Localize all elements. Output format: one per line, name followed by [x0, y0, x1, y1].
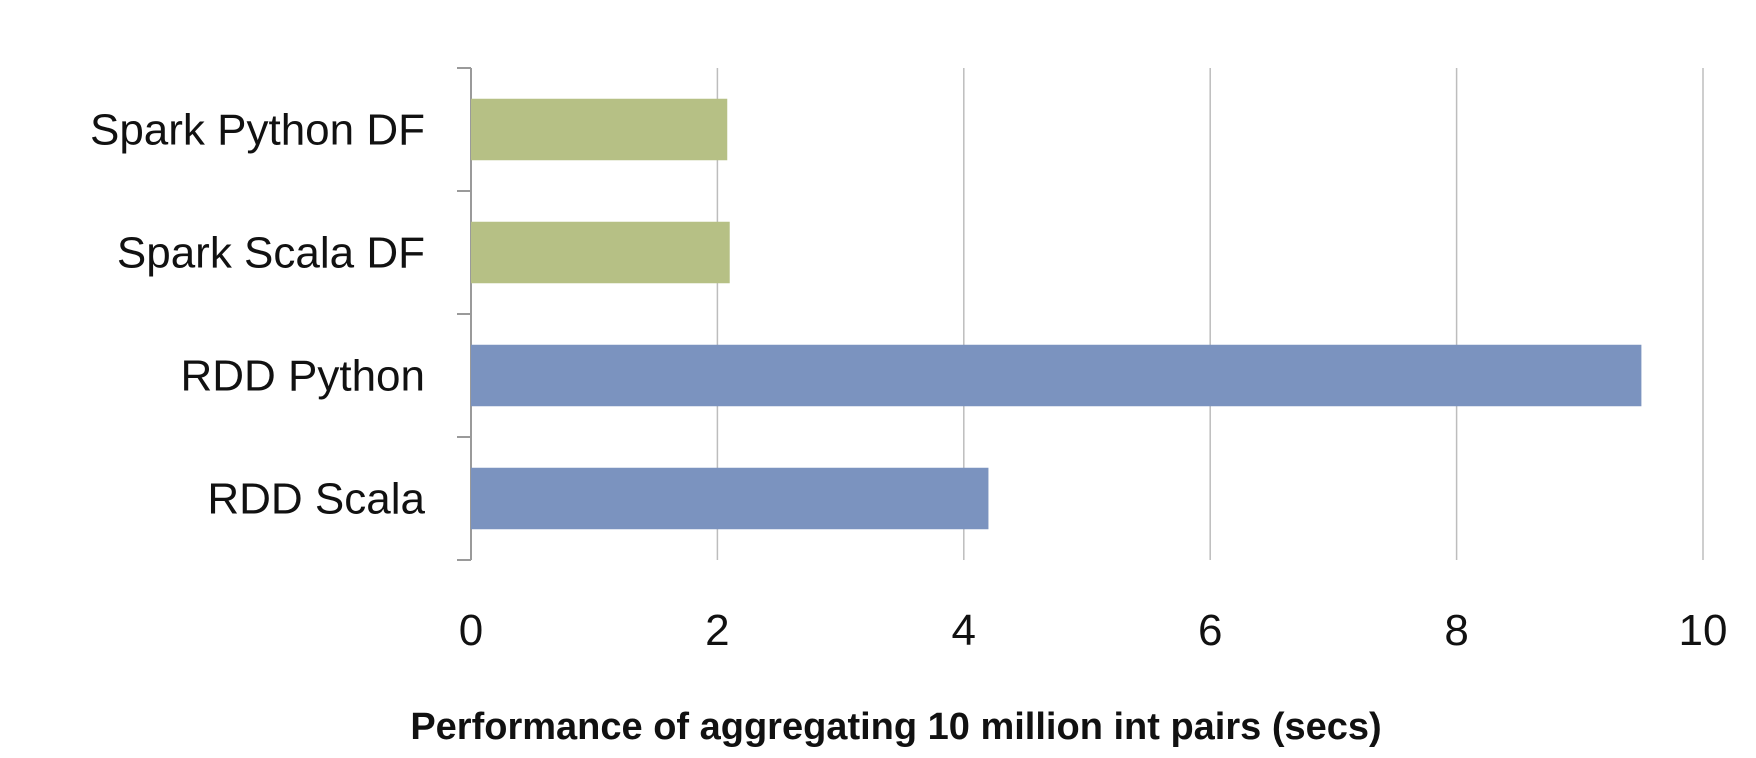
category-label: Spark Python DF: [90, 106, 425, 155]
category-label: RDD Scala: [207, 475, 425, 524]
x-tick-label: 10: [1679, 606, 1728, 655]
bar-spark-python-df: [471, 98, 728, 161]
category-label: Spark Scala DF: [117, 229, 425, 278]
bars: [471, 98, 1642, 530]
category-axis: [457, 67, 472, 561]
x-tick-label: 6: [1198, 606, 1222, 655]
category-label: RDD Python: [180, 352, 425, 401]
bar-rdd-scala: [471, 467, 989, 530]
x-tick-labels: 0 2 4 6 8 10: [459, 606, 1728, 655]
x-tick-label: 2: [705, 606, 729, 655]
x-tick-label: 4: [952, 606, 976, 655]
x-tick-label: 8: [1444, 606, 1468, 655]
x-axis-title: Performance of aggregating 10 million in…: [410, 706, 1381, 748]
bar-rdd-python: [471, 344, 1642, 407]
category-labels: Spark Python DF Spark Scala DF RDD Python R…: [90, 106, 426, 524]
bar-spark-scala-df: [471, 221, 730, 284]
x-tick-label: 0: [459, 606, 483, 655]
